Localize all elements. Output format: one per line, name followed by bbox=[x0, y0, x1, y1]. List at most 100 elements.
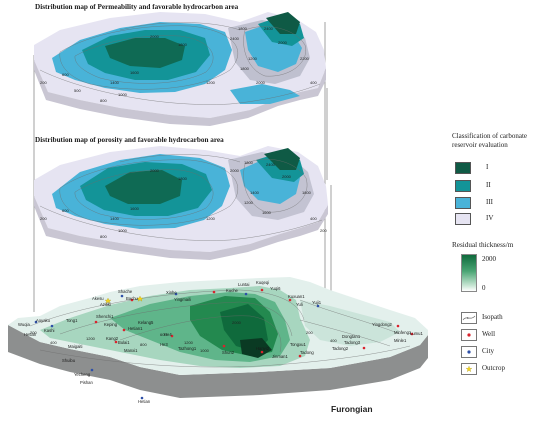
place-label: Kuche bbox=[226, 288, 238, 293]
class-iv-label: IV bbox=[486, 214, 494, 222]
permeability-map-surface bbox=[34, 12, 326, 126]
place-label: Luntai bbox=[238, 282, 250, 287]
place-label: Azitiki bbox=[100, 302, 111, 307]
contour-label: 200 bbox=[30, 330, 37, 335]
place-label: Hetian1 bbox=[128, 326, 143, 331]
city-dot-icon bbox=[461, 346, 477, 358]
place-label: Hetian bbox=[138, 399, 151, 404]
contour-label: 1800 bbox=[240, 66, 250, 71]
class-ii-swatch bbox=[455, 180, 471, 192]
contour-label: 2000 bbox=[278, 40, 288, 45]
contour-label: 1400 bbox=[250, 190, 260, 195]
contour-label: 200 bbox=[320, 228, 327, 233]
place-label: Yingmaili bbox=[174, 297, 191, 302]
place-label: Pishan bbox=[80, 380, 93, 385]
place-label: Kuxuan1 bbox=[288, 294, 305, 299]
place-label: Akesu bbox=[92, 296, 104, 301]
place-label: Shache bbox=[118, 289, 133, 294]
class-ii-label: II bbox=[486, 181, 491, 189]
place-label: Aoyaku bbox=[36, 318, 50, 323]
place-label: Hetian bbox=[24, 332, 37, 337]
contour-label: 2000 bbox=[256, 80, 266, 85]
svg-text:1: 1 bbox=[467, 316, 469, 320]
colorbar-max-label: 2000 bbox=[482, 255, 496, 263]
stratum-label: Furongian bbox=[331, 404, 373, 414]
place-label: Kang2 bbox=[106, 336, 119, 341]
place-label: Kelang5 bbox=[138, 320, 154, 325]
contour-label: 200 bbox=[306, 330, 313, 335]
contour-label: 400 bbox=[310, 80, 317, 85]
class-i-swatch bbox=[455, 162, 471, 174]
contour-label: 1400 bbox=[110, 216, 120, 221]
contour-label: 400 bbox=[330, 338, 337, 343]
place-label: Tadong3 bbox=[344, 340, 361, 345]
contour-label: 1800 bbox=[302, 190, 312, 195]
porosity-map-surface bbox=[34, 146, 328, 260]
class-iii-swatch bbox=[455, 197, 471, 209]
furongian-thickness-block bbox=[8, 277, 428, 398]
isopath-icon: 1 bbox=[461, 312, 477, 324]
place-label: Kuqeqi bbox=[256, 280, 270, 285]
contour-label: 600 bbox=[62, 72, 69, 77]
colorbar-min-label: 0 bbox=[482, 284, 486, 292]
place-label: Maigaiti bbox=[68, 344, 83, 349]
well-dot-icon bbox=[461, 329, 477, 341]
place-label: He3 bbox=[160, 342, 168, 347]
contour-label: 2000 bbox=[150, 34, 160, 39]
contour-label: 1200 bbox=[206, 216, 216, 221]
contour-label: 400 bbox=[310, 216, 317, 221]
contour-label: 400 bbox=[50, 340, 57, 345]
place-label: Shun2 bbox=[222, 350, 235, 355]
contour-label: 2400 bbox=[264, 26, 274, 31]
outcrop-star-icon bbox=[461, 363, 477, 375]
contour-label: 2000 bbox=[232, 320, 242, 325]
contour-label: 200 bbox=[40, 80, 47, 85]
well-label: Well bbox=[482, 330, 496, 338]
contour-label: 1600 bbox=[130, 70, 140, 75]
contour-label: 1200 bbox=[184, 340, 194, 345]
city-label: City bbox=[482, 347, 495, 355]
place-label: Kashi bbox=[44, 328, 55, 333]
contour-label: 1000 bbox=[200, 348, 210, 353]
contour-label: 1200 bbox=[248, 56, 258, 61]
place-label: Tongxu1 bbox=[290, 342, 306, 347]
map-point-markers bbox=[34, 288, 414, 400]
class-iv-swatch bbox=[455, 213, 471, 225]
contour-label: 1000 bbox=[118, 92, 128, 97]
residual-thickness-title: Residual thickness/m bbox=[452, 241, 514, 249]
isopath-label: Isopath bbox=[482, 313, 503, 321]
place-label: Yuqi6 bbox=[270, 286, 281, 291]
place-label: Lumu1 bbox=[410, 331, 423, 336]
place-label: Dongtan1 bbox=[342, 334, 361, 339]
outcrop-label: Outcrop bbox=[482, 364, 505, 372]
place-label: Tong1 bbox=[66, 318, 78, 323]
contour-label: 2000 bbox=[230, 168, 240, 173]
contour-label: 200 bbox=[40, 216, 47, 221]
place-label: Minfeng1 bbox=[394, 330, 412, 335]
place-label: Tadong bbox=[300, 350, 314, 355]
contour-label: 1600 bbox=[262, 210, 272, 215]
place-label: Jinman1 bbox=[272, 354, 288, 359]
contour-labels: 2000 1800 2400 1800 2400 2000 1200 1800 … bbox=[30, 26, 337, 353]
contour-label: 1800 bbox=[238, 26, 248, 31]
place-label: Hanyi2 bbox=[256, 346, 270, 351]
contour-label: 2000 bbox=[150, 168, 160, 173]
contour-label: 1800 bbox=[178, 42, 188, 47]
place-label: Xinhe bbox=[166, 290, 177, 295]
place-label: Bulai1 bbox=[118, 340, 130, 345]
place-label: He4 bbox=[164, 332, 172, 337]
thickness-colorbar bbox=[461, 254, 477, 292]
place-label: Minle1 bbox=[394, 338, 407, 343]
place-label: Wuqia bbox=[18, 322, 30, 327]
contour-label: 1200 bbox=[206, 80, 216, 85]
porosity-map-title: Distribution map of porosity and favorab… bbox=[35, 136, 224, 144]
place-label: Yuli bbox=[296, 302, 303, 307]
place-label: Tadong2 bbox=[332, 346, 349, 351]
place-label: Shenchi1 bbox=[96, 314, 114, 319]
class-iii-label: III bbox=[486, 198, 493, 206]
contour-label: 1800 bbox=[244, 160, 254, 165]
contour-label: 600 bbox=[160, 332, 167, 337]
place-label: Shuibu bbox=[62, 358, 76, 363]
permeability-map-title: Distribution map of Permeability and fav… bbox=[35, 3, 239, 11]
contour-label: 2200 bbox=[300, 56, 310, 61]
